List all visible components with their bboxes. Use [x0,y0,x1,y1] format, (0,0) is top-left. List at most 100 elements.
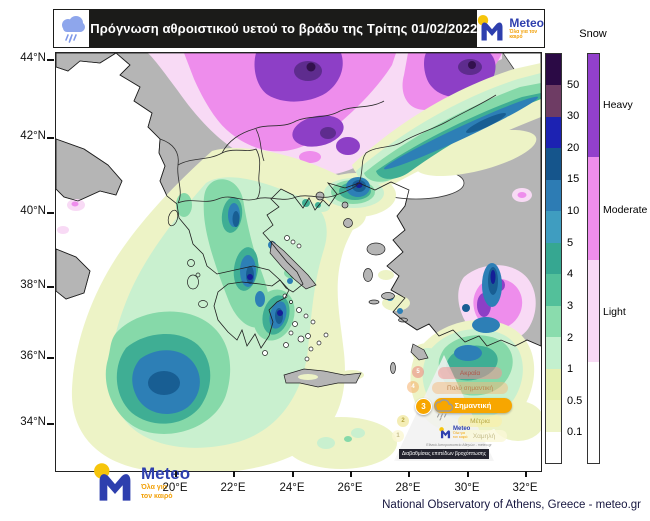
precip-colorbar-value: 0.1 [567,426,583,439]
precip-colorbar-value: 0.5 [567,394,583,407]
precip-colorbar-value: 50 [567,78,580,91]
lon-tick-mark [233,471,235,477]
rainfall-hazard-pyramid: 5 Ακραία 4 Πολύ σημαντική 3 Σημαντική 2 … [386,353,536,468]
footer-tagline: Όλα για τον καιρό [141,484,173,500]
precip-colorbar-segment [546,400,561,432]
precip-colorbar-segment [546,305,561,338]
snow-colorbar-segment [588,156,599,260]
lat-tick-label: 38°N [20,279,46,291]
islands [167,191,429,388]
pyramid-level-4-number: 4 [407,381,419,393]
precip-colorbar-segment [546,85,561,117]
precip-colorbar-segment [546,431,561,464]
lon-tick-label: 20°E [162,482,188,494]
pyramid-meteo-m-icon [439,426,451,438]
lon-tick-label: 32°E [512,482,538,494]
precip-colorbar [545,53,562,464]
lon-tick-mark [525,471,527,477]
lat-tick-label: 40°N [20,205,46,217]
lon-tick-mark [467,471,469,477]
pyramid-level-1-number: 1 [392,430,404,442]
lon-tick-label: 30°E [454,482,480,494]
snow-colorbar-segment [588,361,599,463]
lat-tick-label: 34°N [20,416,46,428]
kefalonia [187,274,199,290]
pyramid-level-2-label: Μέτρια [458,415,502,427]
pyramid-level-4-label: Πολύ σημαντική [432,382,508,394]
credit-text: National Observatory of Athens, Greece -… [382,499,641,511]
lat-tick-label: 44°N [20,52,46,64]
corfu [167,209,179,227]
precip-colorbar-segment [546,148,561,180]
precip-colorbar-segment [546,54,561,86]
rhodes [410,343,429,361]
lon-tick-label: 22°E [220,482,246,494]
zakynthos [198,300,208,308]
crete [283,368,362,388]
footer-meteo-m-sun-icon [94,463,131,501]
precip-colorbar-value: 1 [567,363,574,376]
meteo-tagline: Όλα για τον καιρό [509,29,538,40]
precip-colorbar-value: 3 [567,299,574,312]
precip-colorbar-value: 4 [567,268,574,281]
pyramid-level-3-number: 3 [415,398,432,415]
lat-tick-mark [47,59,54,61]
precip-colorbar-segment [546,337,561,369]
pyramid-level-1-label: Χαμηλή [461,430,507,442]
lat-tick-mark [47,137,54,139]
lat-tick-mark [47,286,54,288]
euboea [269,240,317,290]
pyramid-meteo-logo: Meteo Όλα για τον καιρό [439,426,470,439]
lat-tick-mark [47,423,54,425]
precip-colorbar-segment [546,242,561,275]
precip-colorbar-value: 20 [567,141,580,154]
precip-colorbar-value: 10 [567,205,580,218]
pyramid-logo-url: Εθνικό Αστεροσκοπείο Αθηνών - meteo.gr [426,443,492,447]
snow-level-label: Light [603,306,626,318]
pyramid-level-3-label: Σημαντική [434,398,512,413]
rain-cloud-icon-svg [61,15,85,43]
pyramid-level-2-number: 2 [397,415,409,427]
map-title: Πρόγνωση αθροιστικού υετού το βράδυ της … [90,10,478,47]
precip-colorbar-value: 2 [567,331,574,344]
pyramid-caption: Διαβαθμίσεις επιπέδων βροχόπτωσης [399,449,489,459]
precip-colorbar-segment [546,211,561,243]
pyramid-rain-cloud-icon [434,399,454,421]
footer-brand-text: Meteo [141,464,191,484]
rain-cloud-icon [54,10,91,47]
pyramid-level-5-number: 5 [412,366,424,378]
snow-level-label: Moderate [603,204,648,216]
map-frame: 5 Ακραία 4 Πολύ σημαντική 3 Σημαντική 2 … [55,52,542,472]
snow-legend-title: Snow [579,28,607,40]
meteo-logo-footer: Meteo Όλα για τον καιρό [93,463,190,503]
country-borders [159,94,497,204]
lon-tick-mark [292,471,294,477]
lon-tick-mark [408,471,410,477]
snow-contours [57,53,536,343]
precip-colorbar-segment [546,179,561,212]
precip-colorbar-segment [546,274,561,306]
lat-tick-label: 36°N [20,350,46,362]
meteo-m-sun-icon [478,15,503,41]
lat-tick-mark [47,357,54,359]
lon-tick-label: 28°E [395,482,421,494]
pyramid-level-5-label: Ακραία [438,367,502,379]
meteo-brand-text: Meteo [509,16,544,30]
lon-tick-mark [175,471,177,477]
snow-colorbar-segment [588,54,599,157]
greece-precipitation-map [56,53,541,471]
snow-level-label: Heavy [603,99,633,111]
precip-colorbar-value: 30 [567,110,580,123]
precip-colorbar-segment [546,368,561,401]
rain-contours [71,63,541,471]
lon-tick-label: 24°E [279,482,305,494]
precip-colorbar-value: 15 [567,173,580,186]
snow-colorbar [587,53,600,464]
precip-colorbar-value: 5 [567,236,574,249]
precip-colorbar-segment [546,116,561,149]
snow-colorbar-segment [588,260,599,362]
lon-tick-label: 26°E [337,482,363,494]
header-bar: Πρόγνωση αθροιστικού υετού το βράδυ της … [53,9,545,48]
meteo-logo-header: Meteo Όλα για τον καιρό [477,10,544,47]
